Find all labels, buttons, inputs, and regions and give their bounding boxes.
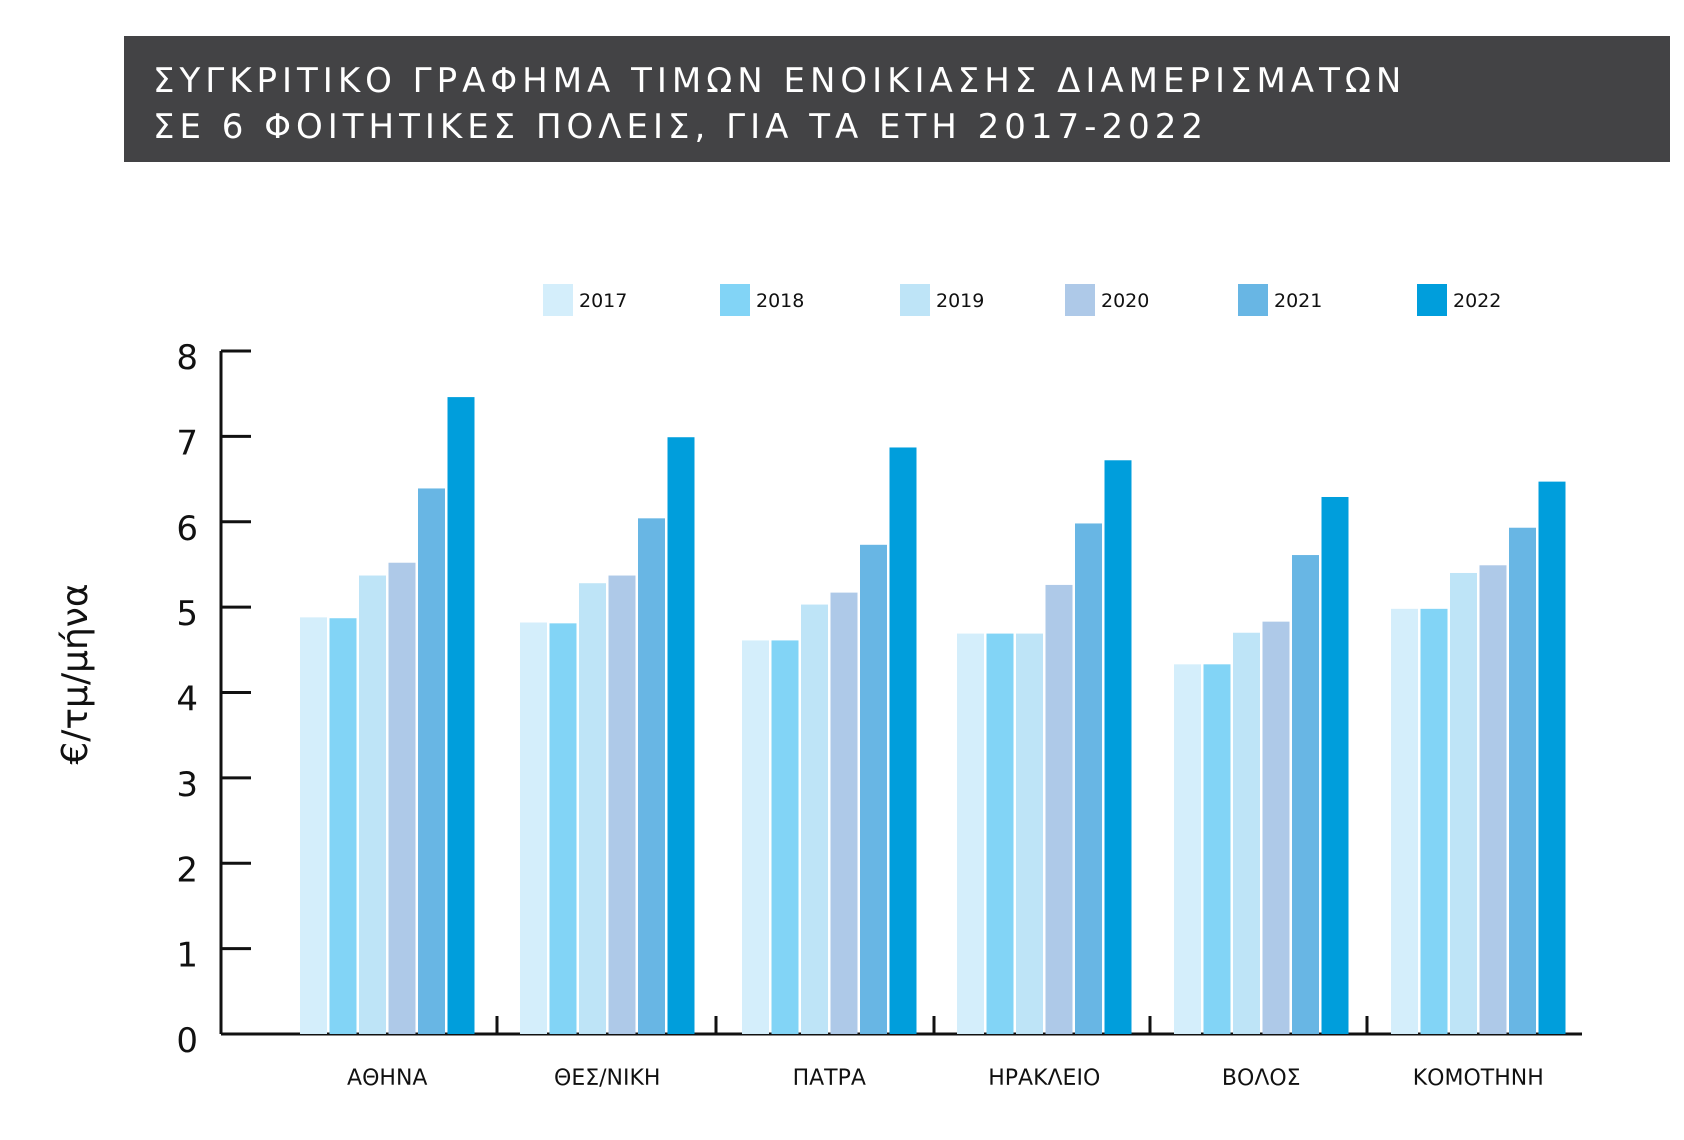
legend-swatch [900, 284, 930, 316]
bar-group [742, 447, 917, 1034]
bar [549, 623, 577, 1034]
bar-group [1174, 496, 1349, 1035]
bar [608, 575, 636, 1034]
bar [388, 562, 416, 1034]
y-axis-title: €/τμ/μήνα [55, 583, 96, 764]
bar [830, 592, 858, 1034]
bar-group [300, 397, 475, 1034]
bar [1016, 633, 1043, 1034]
bar [1075, 523, 1102, 1034]
bar [801, 604, 828, 1034]
bar [1479, 565, 1507, 1034]
chart-title-line-2: ΣΕ 6 ΦΟΙΤΗΤΙΚΕΣ ΠΟΛΕΙΣ, ΓΙΑ ΤΑ ΕΤΗ 2017-… [153, 107, 1208, 147]
legend-label: 2017 [579, 290, 627, 312]
legend-label: 2022 [1453, 290, 1501, 312]
y-tick-label: 1 [176, 936, 198, 976]
chart-title-line-1: ΣΥΓΚΡΙΤΙΚΟ ΓΡΑΦΗΜΑ ΤΙΜΩΝ ΕΝΟΙΚΙΑΣΗΣ ΔΙΑΜ… [153, 61, 1407, 101]
bar [638, 518, 665, 1034]
bar [300, 617, 327, 1034]
bars [300, 397, 1566, 1035]
bar-group [520, 437, 695, 1034]
y-tick-label: 8 [176, 338, 198, 378]
bar [1292, 555, 1319, 1034]
legend-swatch [1065, 284, 1095, 316]
y-tick-label: 6 [176, 509, 198, 549]
bar [1045, 584, 1073, 1034]
y-tick-label: 4 [176, 680, 198, 720]
bar [1104, 460, 1132, 1034]
x-category-label: ΠΑΤΡΑ [793, 1066, 866, 1091]
bar [520, 622, 547, 1034]
y-tick-label: 3 [176, 765, 198, 805]
legend-swatch [720, 284, 750, 316]
legend-item: 2018 [720, 284, 804, 316]
bar [329, 618, 357, 1034]
bar [667, 437, 695, 1034]
x-category-label: ΗΡΑΚΛΕΙΟ [988, 1066, 1100, 1091]
chart-title-banner: ΣΥΓΚΡΙΤΙΚΟ ΓΡΑΦΗΜΑ ΤΙΜΩΝ ΕΝΟΙΚΙΑΣΗΣ ΔΙΑΜ… [124, 36, 1670, 162]
bar [1203, 664, 1231, 1034]
y-tick-label: 2 [176, 850, 198, 890]
bar-group [957, 460, 1132, 1034]
legend-swatch [1417, 284, 1447, 316]
bar [1262, 621, 1290, 1034]
bar [742, 640, 769, 1034]
bar-group [1391, 481, 1566, 1034]
x-axis: ΑΘΗΝΑ ΘΕΣ/ΝΙΚΗ ΠΑΤΡΑ ΗΡΑΚΛΕΙΟ ΒΟΛΟΣ ΚΟΜΟΤΗΝΗ [221, 1016, 1582, 1091]
bar [447, 397, 475, 1034]
legend-item: 2017 [543, 284, 627, 316]
x-category-label: ΚΟΜΟΤΗΝΗ [1413, 1066, 1544, 1091]
legend-label: 2018 [756, 290, 804, 312]
bar [1509, 527, 1536, 1034]
bar [889, 447, 917, 1034]
bar [1538, 481, 1566, 1034]
legend-swatch [543, 284, 573, 316]
y-tick-label: 0 [176, 1021, 198, 1061]
y-tick-label: 7 [176, 423, 198, 463]
legend-label: 2020 [1101, 290, 1149, 312]
x-category-label: ΒΟΛΟΣ [1222, 1066, 1301, 1091]
legend-item: 2020 [1065, 284, 1149, 316]
legend: 2017 2018 2019 2020 2021 2022 [543, 284, 1501, 316]
bar [418, 488, 445, 1034]
legend-swatch [1238, 284, 1268, 316]
bar [1391, 608, 1418, 1034]
x-category-label: ΘΕΣ/ΝΙΚΗ [554, 1066, 660, 1091]
legend-item: 2019 [900, 284, 984, 316]
legend-label: 2019 [936, 290, 984, 312]
legend-label: 2021 [1274, 290, 1322, 312]
legend-item: 2021 [1238, 284, 1322, 316]
bar [1420, 608, 1448, 1034]
bar [1450, 572, 1477, 1034]
y-axis: 0 1 2 3 4 5 6 7 8 [176, 338, 251, 1061]
x-category-label: ΑΘΗΝΑ [347, 1066, 427, 1091]
bar [359, 575, 386, 1034]
bar [1174, 664, 1201, 1034]
bar [957, 633, 984, 1034]
bar [986, 633, 1014, 1034]
bar [1233, 632, 1260, 1034]
y-tick-label: 5 [176, 594, 198, 634]
bar [771, 640, 799, 1034]
bar [579, 583, 606, 1034]
legend-item: 2022 [1417, 284, 1501, 316]
bar [1321, 496, 1349, 1035]
bar [860, 544, 887, 1034]
